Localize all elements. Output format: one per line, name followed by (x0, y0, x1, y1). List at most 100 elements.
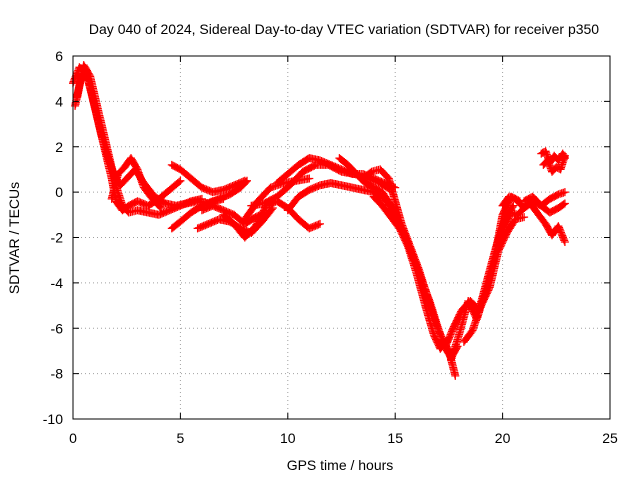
data-point-group (378, 201, 394, 220)
data-point-group (391, 197, 406, 227)
y-tick-label: -10 (43, 411, 63, 427)
data-point-group (187, 202, 205, 217)
x-tick-label: 10 (280, 430, 296, 446)
data-point-group (395, 224, 412, 250)
data-point-group (86, 72, 101, 106)
data-point-group (260, 193, 280, 208)
y-axis-label: SDTVAR / TECUs (6, 182, 22, 294)
data-point (520, 213, 529, 222)
data-point (316, 219, 324, 228)
data-point-group (494, 230, 511, 256)
series-arc-c (73, 61, 206, 219)
data-point-group (537, 195, 553, 210)
data-point-group (114, 164, 128, 178)
data-point-group (459, 327, 476, 346)
data-point-group (165, 177, 184, 194)
data-point-group (116, 175, 130, 190)
data-point (451, 371, 460, 380)
series-arc-s (459, 213, 529, 346)
data-point-group (343, 160, 360, 177)
grid-lines (73, 56, 610, 419)
data-point-group (376, 165, 392, 182)
data-point (305, 174, 314, 183)
data-point-group (545, 191, 561, 203)
data-point-group (273, 182, 293, 201)
y-tick-label: 0 (55, 184, 63, 200)
series-arc-v (520, 188, 569, 210)
data-point-group (545, 204, 561, 217)
y-tick-label: -2 (51, 230, 64, 246)
y-tick-label: -8 (51, 366, 64, 382)
data-point-group (384, 174, 399, 204)
data-point-group (167, 160, 183, 173)
data-point (560, 151, 569, 160)
data-point (560, 199, 569, 208)
data-point-group (208, 201, 226, 214)
data-point-group (337, 165, 355, 178)
data-point-group (127, 154, 141, 172)
data-point-group (298, 161, 319, 176)
data-point (157, 204, 166, 212)
series-arc-e (167, 160, 249, 197)
data-point (176, 176, 185, 185)
data-point-group (176, 165, 194, 182)
data-point-group (412, 269, 429, 308)
data-point-group (361, 179, 377, 191)
data-point-group (554, 222, 569, 245)
data-point-group (230, 219, 248, 241)
data-point-group (554, 200, 568, 212)
data-point-group (294, 186, 312, 201)
data-point-group (118, 201, 132, 216)
data-point-group (165, 202, 183, 215)
y-tick-label: 2 (55, 139, 63, 155)
x-tick-label: 5 (177, 430, 185, 446)
y-tick-label: -4 (51, 275, 64, 291)
data-point-group (494, 223, 509, 246)
data-point-group (148, 194, 164, 211)
data-point-group (187, 174, 205, 191)
data-point-group (219, 182, 237, 194)
data-point-group (449, 307, 466, 333)
data-point-group (225, 184, 244, 199)
x-tick-label: 15 (387, 430, 403, 446)
data-point-group (92, 99, 107, 134)
series-arc-f (167, 194, 228, 233)
data-point-group (273, 171, 291, 187)
data-point-group (386, 213, 403, 231)
y-tick-label: 6 (55, 48, 63, 64)
data-point-group (167, 218, 184, 233)
data-point-group (432, 319, 446, 342)
data-point (197, 194, 206, 203)
data-point-group (369, 183, 385, 196)
data-point-group (485, 248, 502, 292)
x-tick-label: 25 (602, 430, 618, 446)
data-point-group (139, 183, 156, 202)
data-point-group (359, 168, 375, 183)
data-point-group (283, 194, 302, 215)
data-point-group (335, 154, 351, 168)
data-point-group (283, 162, 302, 178)
data-point (560, 238, 569, 246)
x-axis-label: GPS time / hours (287, 457, 394, 473)
data-point-group (502, 216, 519, 237)
data-point-group (558, 149, 569, 161)
y-tick-label: -6 (51, 320, 64, 336)
x-tick-label: 0 (69, 430, 77, 446)
data-point-group (423, 292, 440, 326)
x-tick-label: 20 (495, 430, 511, 446)
data-point-group (477, 284, 493, 310)
data-point-group (240, 223, 259, 242)
data-point-group (79, 61, 94, 79)
data-point-group (421, 301, 438, 338)
data-point-group (285, 168, 306, 190)
data-point (240, 176, 249, 185)
data-point-group (447, 330, 464, 364)
series-arc-d (107, 154, 166, 212)
data-point-group (404, 242, 421, 277)
data-point-group (240, 213, 259, 228)
data-point-group (176, 209, 194, 226)
data-point-group (150, 192, 168, 207)
series-arc-x (539, 151, 569, 176)
data-point-group (99, 126, 114, 161)
